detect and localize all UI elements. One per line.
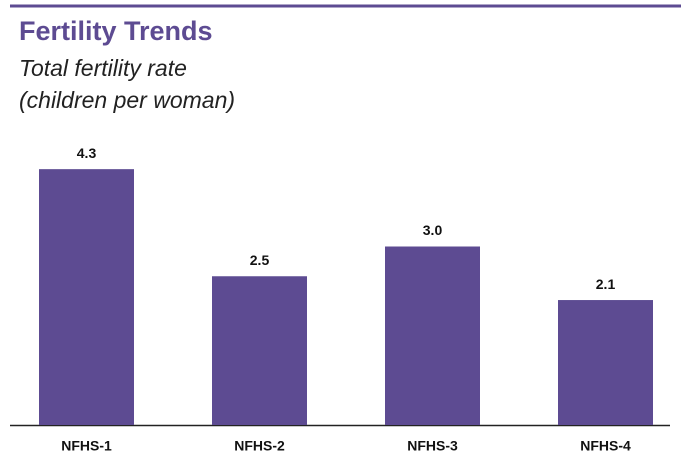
value-label: 2.1 bbox=[596, 276, 616, 292]
x-tick-label: NFHS-4 bbox=[580, 438, 631, 454]
chart-title: Fertility Trends bbox=[19, 16, 213, 46]
subtitle: Total fertility rate bbox=[19, 55, 187, 81]
bar bbox=[385, 246, 480, 425]
x-tick-label: NFHS-1 bbox=[61, 438, 112, 454]
x-tick-label: NFHS-3 bbox=[407, 438, 458, 454]
value-label: 2.5 bbox=[250, 252, 270, 268]
subtitle: (children per woman) bbox=[19, 87, 235, 113]
value-label: 4.3 bbox=[77, 145, 97, 161]
x-tick-label: NFHS-2 bbox=[234, 438, 285, 454]
bar bbox=[212, 276, 307, 425]
bar bbox=[39, 169, 134, 425]
value-label: 3.0 bbox=[423, 222, 443, 238]
bar bbox=[558, 300, 653, 425]
